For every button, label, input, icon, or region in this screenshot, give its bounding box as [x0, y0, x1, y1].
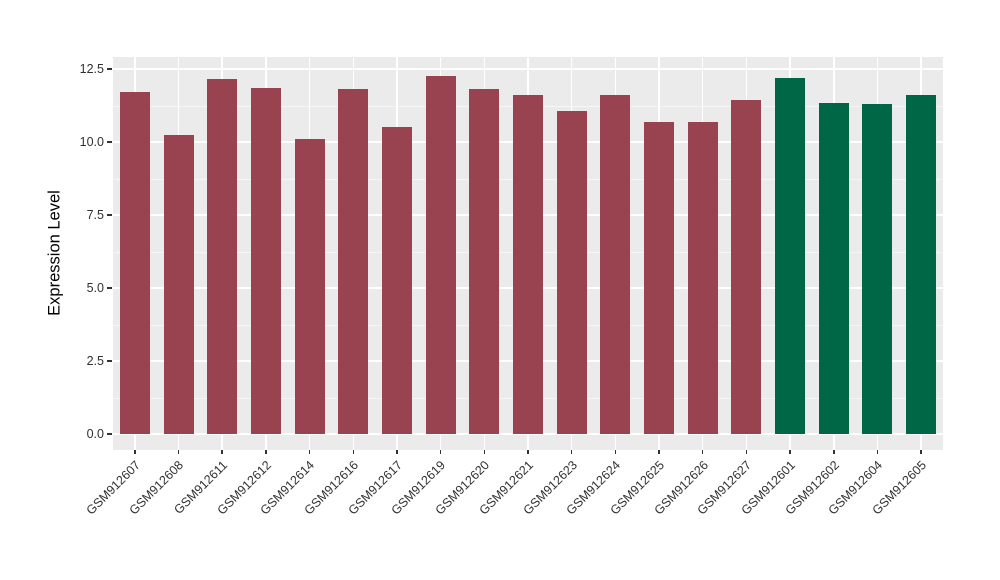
y-tick-mark-12.5: [107, 68, 112, 70]
bar-GSM912624: [600, 95, 631, 434]
bar-GSM912614: [294, 139, 325, 434]
x-tick-mark-GSM912614: [308, 450, 311, 454]
x-tick-mark-GSM912627: [745, 450, 748, 454]
bar-GSM912626: [687, 121, 718, 434]
y-tick-mark-5.0: [107, 287, 112, 289]
x-tick-mark-GSM912626: [701, 450, 704, 454]
x-tick-mark-GSM912625: [658, 450, 660, 454]
y-tick-mark-0.0: [107, 433, 112, 435]
y-tick-label-12.5: 12.5: [79, 61, 104, 76]
bar-GSM912619: [425, 76, 456, 434]
x-tick-mark-GSM912607: [134, 450, 136, 454]
x-tick-mark-GSM912608: [177, 450, 180, 454]
x-tick-mark-GSM912602: [833, 450, 835, 454]
y-tick-mark-2.5: [107, 360, 112, 362]
bar-GSM912620: [469, 89, 500, 434]
x-tick-mark-GSM912605: [920, 450, 922, 454]
y-tick-mark-10.0: [107, 141, 112, 143]
bar-GSM912623: [556, 111, 587, 434]
bar-GSM912611: [207, 79, 238, 434]
bar-GSM912627: [731, 99, 762, 434]
y-tick-label-2.5: 2.5: [86, 353, 104, 368]
bar-GSM912617: [381, 127, 412, 434]
y-tick-label-5.0: 5.0: [86, 280, 104, 295]
y-tick-label-10.0: 10.0: [79, 134, 104, 149]
x-tick-mark-GSM912619: [439, 450, 442, 454]
y-tick-label-0.0: 0.0: [86, 426, 104, 441]
bar-GSM912608: [163, 134, 194, 434]
x-tick-mark-GSM912611: [221, 450, 223, 454]
bar-GSM912625: [644, 121, 675, 434]
x-tick-mark-GSM912617: [396, 450, 398, 454]
bar-GSM912604: [862, 104, 893, 434]
plot-panel: [113, 57, 943, 450]
x-tick-mark-GSM912624: [614, 450, 617, 454]
x-tick-mark-GSM912623: [570, 450, 573, 454]
bar-GSM912607: [119, 92, 150, 434]
y-tick-label-7.5: 7.5: [86, 207, 104, 222]
x-tick-mark-GSM912601: [789, 450, 791, 454]
x-tick-mark-GSM912604: [876, 450, 879, 454]
bar-GSM912616: [338, 89, 369, 434]
bar-GSM912621: [513, 95, 543, 434]
x-tick-mark-GSM912621: [527, 450, 529, 454]
bar-GSM912601: [775, 77, 806, 434]
y-tick-mark-7.5: [107, 214, 112, 216]
bar-GSM912602: [818, 102, 849, 434]
x-tick-mark-GSM912620: [483, 450, 486, 454]
bar-GSM912605: [906, 95, 937, 434]
bar-GSM912612: [250, 87, 281, 434]
x-tick-mark-GSM912612: [265, 450, 267, 454]
y-axis-title: Expression Level: [45, 190, 64, 316]
x-tick-mark-GSM912616: [352, 450, 354, 454]
